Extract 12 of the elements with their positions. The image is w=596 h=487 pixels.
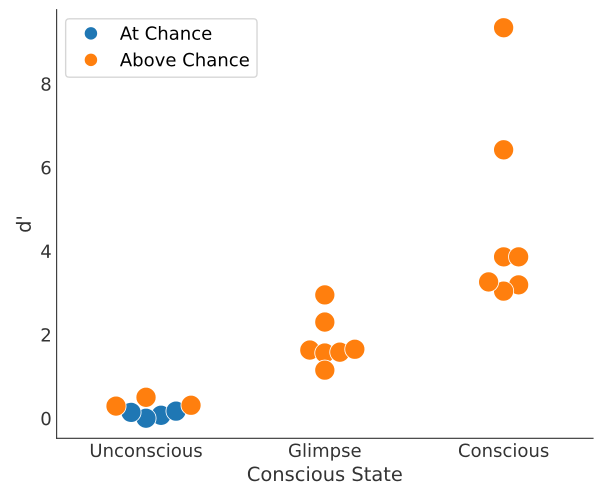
y-tick-label: 4 (41, 244, 51, 258)
x-tick-label: Glimpse (289, 443, 361, 461)
y-tick-label: 6 (42, 160, 51, 174)
x-axis-title: Conscious State (248, 466, 402, 482)
y-tick-label: 8 (41, 77, 51, 91)
y-tick-label: 2 (42, 328, 50, 342)
x-tick-label: Conscious (458, 443, 548, 458)
y-tick-label: 0 (41, 412, 51, 426)
x-tick-label: Unconscious (90, 443, 202, 458)
y-axis-title: d' (16, 217, 31, 232)
legend-label: Above Chance (120, 52, 249, 66)
legend-label: At Chance (120, 26, 212, 40)
